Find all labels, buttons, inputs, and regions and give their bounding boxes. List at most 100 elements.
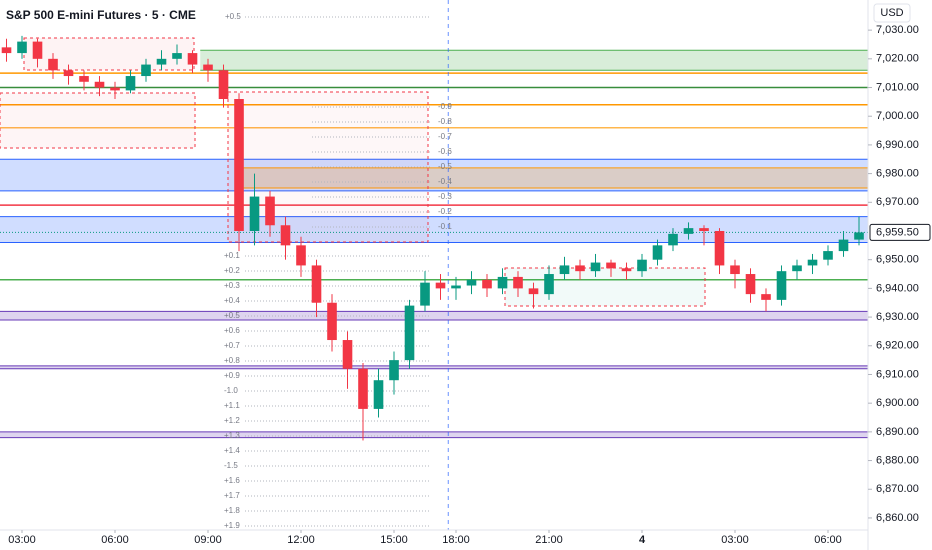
x-tick-label: 06:00 [814, 534, 842, 546]
y-tick-label: 6,870.00 [876, 483, 919, 495]
fib-label: +0.5 [225, 12, 241, 21]
candle-body [32, 41, 43, 59]
x-tick-label: 15:00 [380, 534, 408, 546]
candle-body [296, 245, 306, 266]
candle-body [404, 305, 415, 361]
candle-body [621, 268, 632, 272]
chart-title: S&P 500 E-mini Futures · 5 · CME [6, 8, 196, 22]
candle-body [590, 262, 601, 272]
levels-layer [0, 0, 868, 530]
y-tick-label: 6,860.00 [876, 512, 919, 524]
y-tick-label: 6,980.00 [876, 168, 919, 180]
y-tick-label: 6,970.00 [876, 196, 919, 208]
x-tick-label: 18:00 [442, 534, 470, 546]
candle-body [482, 279, 492, 289]
fib-label: -1.5 [224, 461, 238, 470]
fib-label: +1.4 [224, 446, 240, 455]
fib-label: -0.4 [438, 177, 452, 186]
candle-body [606, 262, 616, 269]
candle-body [559, 265, 570, 275]
y-tick-label: 7,030.00 [876, 24, 919, 36]
candle-body [125, 76, 136, 91]
candle-body [513, 276, 523, 289]
candle-body [807, 259, 818, 266]
candle-body [683, 228, 694, 234]
fib-label: +0.7 [224, 341, 240, 350]
candle-body [187, 53, 198, 65]
candle-body [249, 196, 260, 231]
candle-body [637, 259, 647, 272]
fib-label: -0.6 [438, 147, 452, 156]
candle-body [761, 294, 771, 300]
x-tick-label: 12:00 [287, 534, 315, 546]
y-tick-label: 6,930.00 [876, 311, 919, 323]
y-tick-label: 7,010.00 [876, 81, 919, 93]
candle-body [79, 76, 89, 82]
fib-label: +1.1 [224, 401, 240, 410]
candles-layer [1, 35, 864, 441]
candle-body [94, 81, 105, 88]
fib-label: -0.2 [438, 207, 452, 216]
range-box [0, 92, 196, 149]
level-band [0, 159, 868, 191]
candle-body [311, 265, 322, 303]
fib-label: +1.2 [224, 416, 240, 425]
y-tick-label: 6,880.00 [876, 454, 919, 466]
y-tick-label: 6,900.00 [876, 397, 919, 409]
fib-label: +0.8 [224, 356, 240, 365]
candle-body [218, 70, 229, 99]
x-tick-label: 21:00 [535, 534, 563, 546]
candle-body [342, 340, 353, 369]
candle-body [389, 360, 399, 381]
candle-body [110, 87, 120, 91]
candle-body [730, 265, 740, 275]
currency[interactable]: USD [880, 7, 903, 19]
candle-body [63, 70, 74, 77]
fib-label: -0.5 [438, 162, 452, 171]
candle-body [156, 58, 167, 65]
candle-body [699, 228, 709, 231]
fib-label: +1.3 [224, 431, 240, 440]
candle-body [838, 239, 849, 252]
candle-body [792, 265, 802, 272]
candle-body [358, 368, 368, 409]
candle-body [776, 271, 787, 300]
y-tick-label: 6,920.00 [876, 340, 919, 352]
level-band [200, 50, 868, 71]
fib-label: -0.3 [438, 192, 452, 201]
fib-label: -0.8 [438, 117, 452, 126]
x-tick-label: 06:00 [101, 534, 129, 546]
fib-label: +0.1 [224, 251, 240, 260]
y-tick-label: 6,910.00 [876, 368, 919, 380]
candle-body [745, 274, 756, 295]
range-box [504, 267, 706, 307]
candle-body [668, 233, 678, 246]
price-axis [868, 0, 932, 550]
fib-label: +0.2 [224, 266, 240, 275]
candle-body [141, 64, 151, 77]
y-tick-label: 6,990.00 [876, 139, 919, 151]
candle-body [466, 279, 477, 286]
fib-layer: +0.5 -0.9 -0.8 -0.7 -0.6 -0.5 -0.4 -0.3 -0.2 -0.1… [224, 12, 452, 530]
fib-label: +0.5 [224, 311, 240, 320]
candle-body [528, 288, 539, 295]
candle-body [823, 251, 833, 260]
level-band [0, 365, 868, 369]
y-tick-label: 6,950.00 [876, 254, 919, 266]
fib-label: +0.9 [224, 371, 240, 380]
candle-body [497, 276, 508, 289]
candle-body [420, 282, 430, 306]
fib-label: +0.3 [224, 281, 240, 290]
currency-button[interactable] [873, 3, 911, 23]
candle-body [48, 58, 58, 71]
candle-body [265, 196, 275, 226]
x-tick-label: 4 [639, 534, 646, 546]
x-tick-label: 03:00 [8, 534, 36, 546]
fib-label: +0.6 [224, 326, 240, 335]
y-tick-label: 7,020.00 [876, 53, 919, 65]
candle-body [172, 53, 182, 59]
